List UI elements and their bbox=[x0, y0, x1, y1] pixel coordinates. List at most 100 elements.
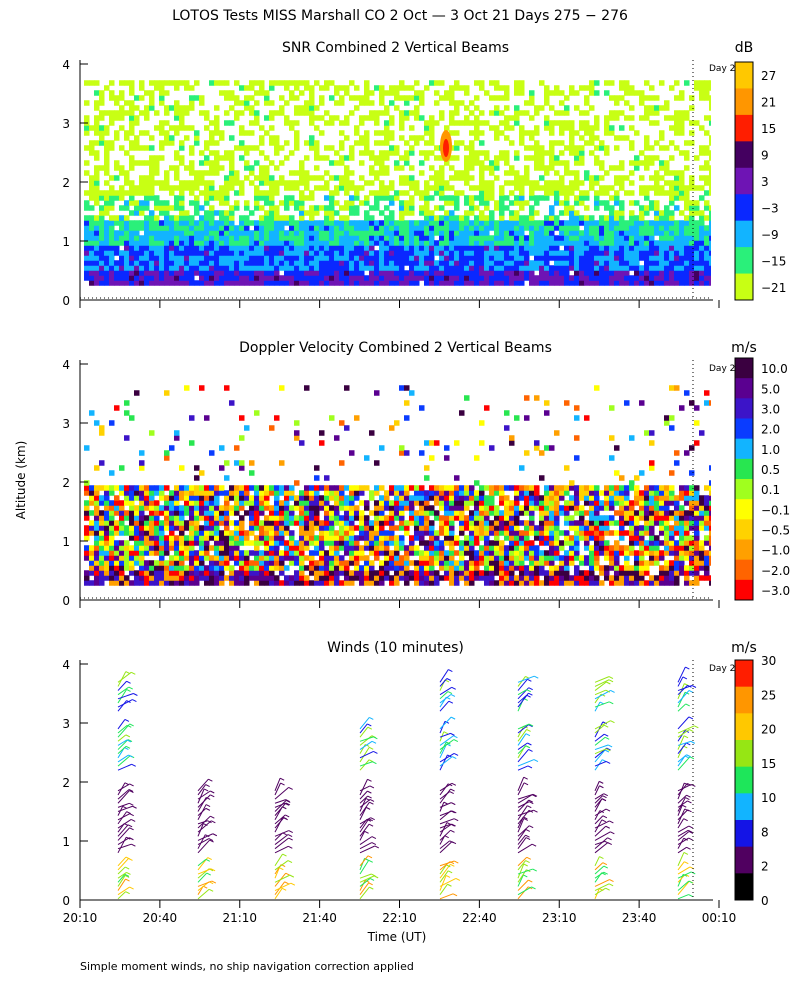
heat-cell bbox=[469, 175, 475, 181]
heat-cell bbox=[604, 150, 610, 156]
heat-cell bbox=[189, 240, 195, 246]
heat-cell bbox=[159, 210, 165, 216]
heat-cell bbox=[94, 545, 100, 551]
heat-cell bbox=[569, 145, 575, 151]
heat-cell bbox=[674, 80, 680, 86]
heat-cell bbox=[454, 130, 460, 136]
heat-cell bbox=[329, 505, 335, 511]
heat-cell bbox=[179, 540, 185, 546]
heat-cell bbox=[329, 525, 335, 531]
heat-cell bbox=[354, 230, 360, 236]
heat-cell bbox=[614, 145, 620, 151]
heat-cell bbox=[349, 80, 355, 86]
heat-cell bbox=[469, 490, 475, 496]
heat-cell bbox=[269, 280, 275, 286]
heat-cell bbox=[494, 505, 500, 511]
heat-cell bbox=[394, 580, 400, 586]
heat-cell bbox=[559, 150, 565, 156]
heat-cell bbox=[154, 260, 160, 266]
heat-cell bbox=[134, 115, 140, 121]
heat-cell bbox=[194, 530, 200, 536]
heat-cell bbox=[334, 545, 340, 551]
heat-cell bbox=[709, 100, 711, 106]
heat-cell bbox=[184, 265, 190, 271]
heat-cell bbox=[399, 500, 405, 506]
heat-cell bbox=[464, 395, 470, 401]
heat-cell bbox=[344, 255, 350, 261]
heat-cell bbox=[454, 270, 460, 276]
heat-cell bbox=[294, 435, 300, 441]
heat-cell bbox=[104, 555, 110, 561]
heat-cell bbox=[524, 270, 530, 276]
heat-cell bbox=[109, 190, 115, 196]
heat-cell bbox=[539, 220, 545, 226]
heat-cell bbox=[184, 525, 190, 531]
heat-cell bbox=[84, 100, 90, 106]
heat-cell bbox=[264, 485, 270, 491]
heat-cell bbox=[249, 530, 255, 536]
heat-cell bbox=[619, 160, 625, 166]
heat-cell bbox=[349, 505, 355, 511]
heat-cell bbox=[254, 225, 260, 231]
heat-cell bbox=[494, 275, 500, 281]
heat-cell bbox=[444, 535, 450, 541]
heat-cell bbox=[444, 575, 450, 581]
heat-cell bbox=[84, 510, 90, 516]
heat-cell bbox=[274, 235, 280, 241]
heat-cell bbox=[89, 235, 95, 241]
heat-cell bbox=[484, 255, 490, 261]
heat-cell bbox=[439, 165, 445, 171]
heat-cell bbox=[334, 550, 340, 556]
heat-cell bbox=[544, 100, 550, 106]
heat-cell bbox=[539, 245, 545, 251]
heat-cell bbox=[374, 460, 380, 466]
heat-cell bbox=[689, 280, 695, 286]
heat-cell bbox=[84, 480, 90, 486]
heat-cell bbox=[489, 580, 495, 586]
heat-cell bbox=[679, 120, 685, 126]
heat-cell bbox=[154, 170, 160, 176]
heat-cell bbox=[464, 495, 470, 501]
heat-cell bbox=[409, 265, 415, 271]
heat-cell bbox=[444, 235, 450, 241]
heat-cell bbox=[399, 260, 405, 266]
heat-cell bbox=[239, 100, 245, 106]
heat-cell bbox=[574, 260, 580, 266]
heat-cell bbox=[134, 200, 140, 206]
heat-cell bbox=[164, 550, 170, 556]
heat-cell bbox=[459, 245, 465, 251]
heat-cell bbox=[124, 275, 130, 281]
heat-cell bbox=[434, 120, 440, 126]
heat-cell bbox=[559, 240, 565, 246]
heat-cell bbox=[129, 235, 135, 241]
heat-cell bbox=[424, 565, 430, 571]
heat-cell bbox=[419, 275, 425, 281]
heat-cell bbox=[174, 170, 180, 176]
heat-cell bbox=[394, 270, 400, 276]
heat-cell bbox=[154, 230, 160, 236]
heat-cell bbox=[254, 555, 260, 561]
heat-cell bbox=[369, 255, 375, 261]
heat-cell bbox=[469, 280, 475, 286]
heat-cell bbox=[604, 265, 610, 271]
heat-cell bbox=[134, 530, 140, 536]
heat-cell bbox=[329, 275, 335, 281]
heat-cell bbox=[124, 190, 130, 196]
heat-cell bbox=[229, 485, 235, 491]
heat-cell bbox=[464, 575, 470, 581]
heat-cell bbox=[549, 145, 555, 151]
heat-cell bbox=[109, 570, 115, 576]
heat-cell bbox=[219, 235, 225, 241]
heat-cell bbox=[204, 555, 210, 561]
heat-cell bbox=[144, 580, 150, 586]
heat-cell bbox=[279, 560, 285, 566]
heat-cell bbox=[109, 270, 115, 276]
heat-cell bbox=[169, 495, 175, 501]
heat-cell bbox=[504, 180, 510, 186]
heat-cell bbox=[294, 245, 300, 251]
heat-cell bbox=[279, 80, 285, 86]
heat-cell bbox=[384, 130, 390, 136]
heat-cell bbox=[94, 155, 100, 161]
heat-cell bbox=[234, 100, 240, 106]
